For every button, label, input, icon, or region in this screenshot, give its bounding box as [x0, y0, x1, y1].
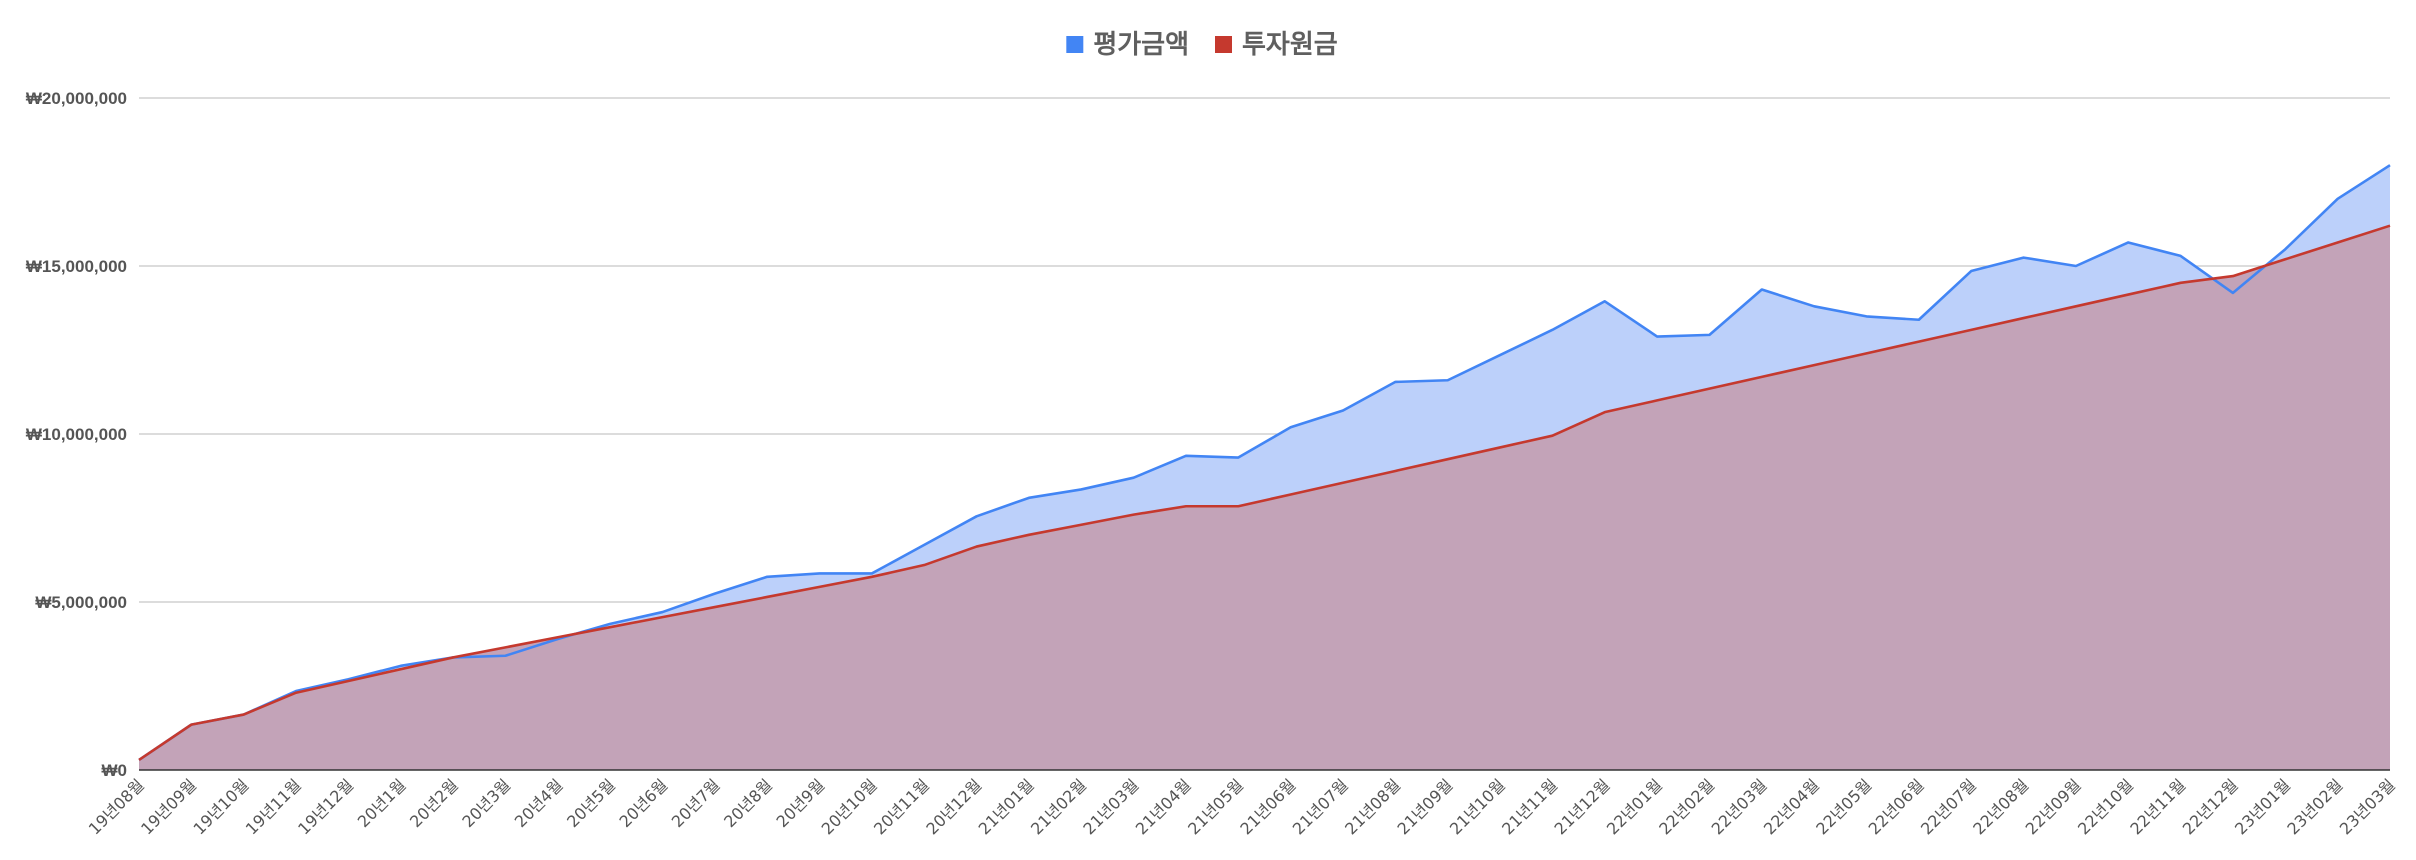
legend-swatch-투자원금	[1215, 36, 1232, 53]
x-tick-label: 20년7월	[668, 775, 724, 831]
x-tick-label: 20년2월	[406, 775, 462, 831]
x-tick-label: 21년12월	[1551, 775, 1614, 838]
x-tick-label: 21년11월	[1498, 775, 1561, 838]
line-series-평가금액	[138, 164, 2391, 761]
x-tick-label: 20년12월	[922, 775, 985, 838]
x-axis-tick-labels: 19년08월19년09월19년10월19년11월19년12월20년1월20년2월…	[85, 775, 2399, 838]
x-tick-label: 21년09월	[1393, 775, 1456, 838]
x-tick-label: 19년11월	[242, 775, 305, 838]
x-tick-label: 22년12월	[2179, 775, 2242, 838]
x-tick-label: 23년02월	[2283, 775, 2346, 838]
y-tick-label: ₩15,000,000	[26, 257, 127, 276]
line-series-투자원금	[138, 224, 2391, 761]
x-tick-label: 21년06월	[1236, 775, 1299, 838]
x-tick-label: 20년8월	[720, 775, 776, 831]
x-tick-label: 22년05월	[1812, 775, 1875, 838]
x-tick-label: 22년04월	[1760, 775, 1823, 838]
x-tick-label: 23년01월	[2231, 775, 2294, 838]
area-series-투자원금	[139, 225, 2390, 770]
x-tick-label: 20년3월	[458, 775, 514, 831]
x-tick-label: 22년03월	[1708, 775, 1771, 838]
series-areas	[139, 165, 2390, 770]
y-tick-label: ₩5,000,000	[35, 593, 127, 612]
x-tick-label: 19년10월	[189, 775, 252, 838]
x-tick-label: 23년03월	[2336, 775, 2399, 838]
x-tick-label: 21년08월	[1341, 775, 1404, 838]
x-tick-label: 22년01월	[1603, 775, 1666, 838]
x-tick-label: 20년6월	[615, 775, 671, 831]
x-tick-label: 21년02월	[1027, 775, 1090, 838]
x-tick-label: 21년04월	[1132, 775, 1195, 838]
legend-label-투자원금: 투자원금	[1242, 30, 1338, 60]
x-tick-label: 21년07월	[1289, 775, 1352, 838]
x-tick-label: 19년08월	[85, 775, 148, 838]
x-tick-label: 22년06월	[1865, 775, 1928, 838]
y-axis-tick-labels: ₩0 ₩5,000,000 ₩10,000,000 ₩15,000,000 ₩20,00…	[26, 89, 127, 780]
x-tick-label: 22년08월	[1969, 775, 2032, 838]
y-tick-label: ₩10,000,000	[26, 425, 127, 444]
y-tick-label: ₩0	[102, 761, 128, 780]
x-tick-label: 19년12월	[294, 775, 357, 838]
x-tick-label: 20년4월	[511, 775, 567, 831]
x-tick-label: 22년02월	[1655, 775, 1718, 838]
y-tick-label: ₩20,000,000	[26, 89, 127, 108]
x-tick-label: 21년10월	[1446, 775, 1509, 838]
x-tick-label: 22년11월	[2126, 775, 2189, 838]
x-tick-label: 22년07월	[1917, 775, 1980, 838]
x-tick-label: 20년10월	[818, 775, 881, 838]
x-tick-label: 22년10월	[2074, 775, 2137, 838]
x-tick-label: 19년09월	[137, 775, 200, 838]
x-tick-label: 20년11월	[870, 775, 933, 838]
x-tick-label: 21년05월	[1184, 775, 1247, 838]
legend-label-평가금액: 평가금액	[1093, 30, 1189, 60]
x-tick-label: 21년03월	[1079, 775, 1142, 838]
series-lines	[138, 164, 2391, 761]
legend-swatch-평가금액	[1066, 36, 1084, 53]
x-tick-label: 20년5월	[563, 775, 619, 831]
x-tick-label: 20년1월	[354, 775, 410, 831]
x-tick-label: 21년01월	[975, 775, 1038, 838]
legend: 평가금액 투자원금	[1066, 30, 1338, 60]
x-tick-label: 22년09월	[2022, 775, 2085, 838]
